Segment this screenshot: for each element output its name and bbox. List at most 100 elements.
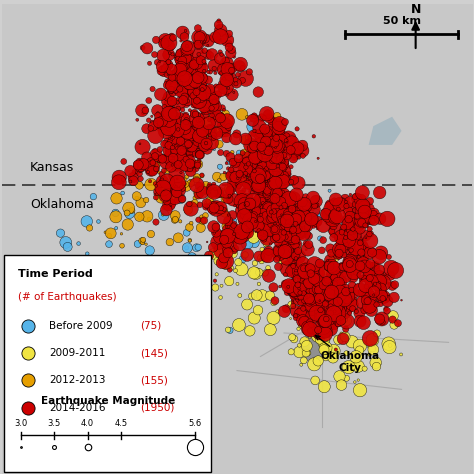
Point bbox=[236, 149, 243, 157]
Point bbox=[195, 97, 203, 105]
Point bbox=[228, 46, 236, 53]
Point bbox=[181, 125, 189, 132]
Point bbox=[174, 234, 182, 242]
Point bbox=[379, 279, 387, 287]
Point bbox=[383, 307, 391, 315]
Point bbox=[292, 226, 300, 234]
Point bbox=[162, 65, 169, 73]
Point bbox=[311, 202, 319, 210]
Point bbox=[250, 201, 257, 208]
Point bbox=[354, 196, 362, 204]
Point bbox=[301, 201, 308, 208]
Point bbox=[262, 181, 270, 188]
Point bbox=[229, 173, 237, 180]
Point bbox=[271, 220, 279, 228]
Point bbox=[331, 212, 338, 220]
Point bbox=[290, 293, 297, 301]
Point bbox=[170, 75, 177, 83]
Point bbox=[327, 275, 334, 283]
Point bbox=[348, 286, 356, 294]
Point bbox=[282, 222, 290, 229]
Point bbox=[170, 195, 178, 203]
Point bbox=[358, 274, 366, 282]
Point bbox=[180, 137, 188, 144]
Point bbox=[386, 342, 394, 349]
Point bbox=[193, 284, 201, 292]
Point bbox=[246, 155, 253, 163]
Point bbox=[323, 317, 330, 324]
Point bbox=[261, 143, 269, 151]
Point bbox=[198, 121, 206, 129]
Point bbox=[362, 282, 369, 290]
Point bbox=[243, 200, 251, 208]
Point bbox=[133, 194, 141, 202]
Point bbox=[113, 194, 120, 202]
Point bbox=[343, 318, 351, 325]
Point bbox=[376, 315, 383, 323]
Point bbox=[315, 286, 322, 294]
Point bbox=[270, 178, 278, 186]
Point bbox=[263, 240, 270, 248]
Point bbox=[371, 280, 379, 288]
Point bbox=[242, 135, 249, 143]
Point bbox=[323, 294, 330, 302]
Point bbox=[235, 321, 243, 329]
Point bbox=[179, 56, 186, 64]
Point bbox=[260, 158, 267, 166]
Point bbox=[277, 161, 285, 169]
Point bbox=[365, 343, 373, 351]
Point bbox=[248, 188, 255, 195]
Point bbox=[271, 188, 278, 196]
Point bbox=[322, 210, 330, 218]
Point bbox=[273, 112, 281, 120]
Point bbox=[328, 300, 336, 308]
Point bbox=[112, 209, 119, 217]
Point bbox=[168, 65, 175, 73]
Point bbox=[241, 194, 248, 202]
Point bbox=[234, 165, 241, 173]
Point bbox=[314, 326, 322, 334]
Point bbox=[286, 247, 294, 255]
Point bbox=[251, 182, 259, 190]
Point bbox=[205, 119, 213, 127]
Point bbox=[251, 154, 259, 162]
Point bbox=[336, 373, 343, 380]
Point bbox=[245, 134, 252, 141]
Point bbox=[247, 173, 255, 181]
Point bbox=[285, 240, 292, 248]
Point bbox=[193, 116, 201, 124]
Point bbox=[224, 249, 232, 256]
Point bbox=[203, 238, 211, 246]
Point bbox=[302, 310, 310, 318]
Point bbox=[165, 100, 173, 108]
Point bbox=[216, 234, 223, 241]
Point bbox=[318, 285, 325, 293]
Point bbox=[294, 286, 301, 294]
Point bbox=[187, 167, 194, 175]
Point bbox=[206, 197, 213, 204]
Point bbox=[276, 230, 284, 238]
Point bbox=[234, 229, 242, 237]
Point bbox=[223, 117, 231, 125]
Point bbox=[260, 236, 268, 243]
Point bbox=[210, 244, 217, 251]
Point bbox=[259, 199, 267, 207]
Point bbox=[161, 151, 168, 159]
Point bbox=[300, 290, 308, 297]
Point bbox=[197, 56, 205, 64]
Point bbox=[260, 175, 267, 183]
Point bbox=[301, 298, 309, 306]
Point bbox=[350, 252, 358, 260]
Point bbox=[195, 118, 202, 126]
Point bbox=[331, 306, 339, 314]
Point bbox=[191, 110, 198, 118]
Point bbox=[271, 163, 278, 170]
Point bbox=[241, 150, 248, 157]
Point bbox=[195, 40, 202, 48]
Point bbox=[188, 146, 195, 154]
Point bbox=[195, 133, 202, 141]
Point bbox=[377, 292, 385, 300]
Point bbox=[243, 165, 250, 173]
Point bbox=[389, 316, 396, 323]
Point bbox=[147, 125, 155, 132]
